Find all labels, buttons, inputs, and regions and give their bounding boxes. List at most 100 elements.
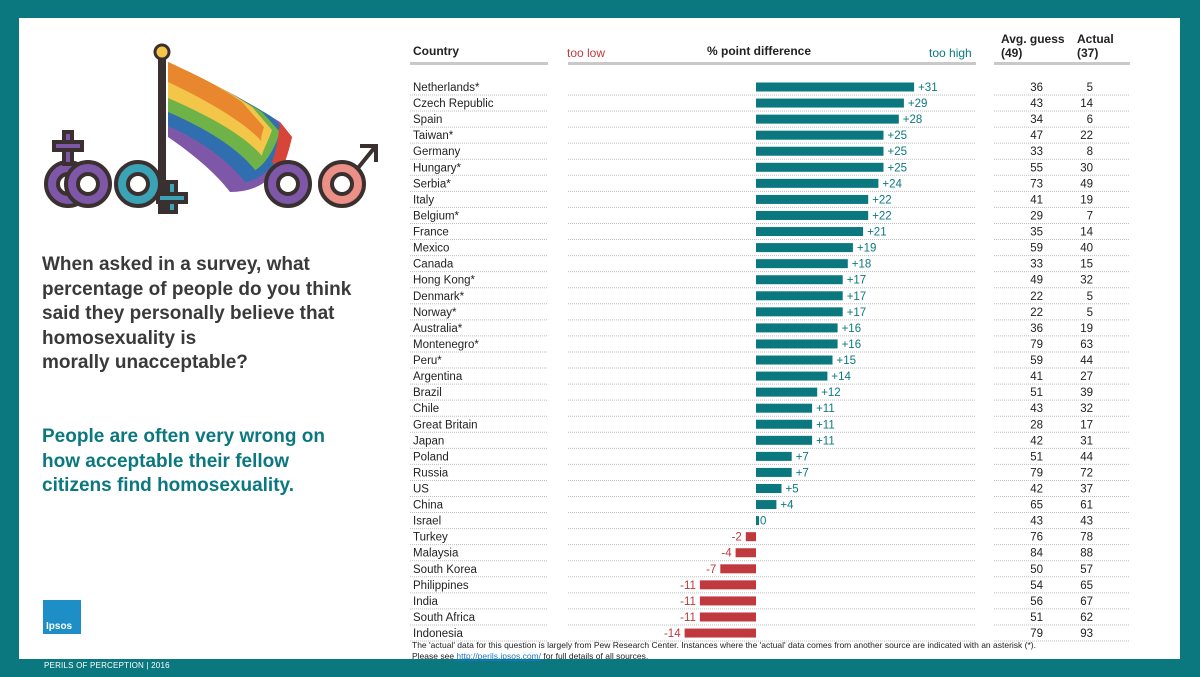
country-label: Serbia* <box>413 178 451 190</box>
difference-label: +22 <box>872 194 892 206</box>
difference-bar <box>756 291 843 301</box>
country-label: Malaysia <box>413 548 459 560</box>
country-label: Philippines <box>413 580 469 592</box>
difference-label: -14 <box>664 628 681 640</box>
header-rule-country <box>410 62 548 65</box>
difference-bar <box>756 371 828 381</box>
difference-label: -11 <box>680 580 696 592</box>
difference-bar <box>756 484 782 493</box>
actual-value: 30 <box>1080 162 1093 174</box>
ipsos-logo: Ipsos <box>43 600 81 634</box>
source-note: The 'actual' data for this question is l… <box>412 640 1036 650</box>
difference-label: +11 <box>816 419 835 431</box>
difference-label: +29 <box>908 98 928 110</box>
country-label: US <box>413 484 429 496</box>
difference-label: +11 <box>816 403 835 415</box>
difference-bar <box>756 435 813 445</box>
difference-label: -2 <box>732 532 742 544</box>
difference-label: -11 <box>680 612 696 624</box>
actual-value: 49 <box>1080 178 1093 190</box>
difference-bar <box>756 82 915 92</box>
avg-guess-value: 43 <box>1030 403 1043 415</box>
header-rule-values <box>994 62 1130 65</box>
difference-label: +14 <box>831 371 851 383</box>
avg-guess-value: 65 <box>1030 500 1043 512</box>
difference-label: +17 <box>847 291 867 303</box>
country-label: China <box>413 500 444 512</box>
header-avg-guess-n: (49) <box>1001 46 1023 60</box>
difference-bar <box>756 243 853 253</box>
country-label: Belgium* <box>413 210 460 222</box>
sources-link[interactable]: http://perils.ipsos.com/ <box>456 651 541 661</box>
difference-bar <box>735 548 756 558</box>
country-label: Argentina <box>413 371 463 383</box>
actual-value: 61 <box>1080 500 1093 512</box>
actual-value: 32 <box>1080 403 1093 415</box>
difference-bar <box>699 612 756 622</box>
avg-guess-value: 42 <box>1030 484 1043 496</box>
avg-guess-value: 73 <box>1030 178 1043 190</box>
difference-label: +18 <box>852 259 872 271</box>
country-label: Czech Republic <box>413 98 494 110</box>
avg-guess-value: 29 <box>1030 210 1043 222</box>
difference-label: -4 <box>721 548 732 560</box>
country-label: Denmark* <box>413 291 465 303</box>
difference-bar <box>756 178 879 188</box>
difference-bar <box>756 227 864 237</box>
difference-label: -11 <box>680 596 696 608</box>
actual-value: 19 <box>1080 194 1093 206</box>
country-label: Mexico <box>413 243 449 255</box>
difference-label: +16 <box>842 323 862 335</box>
avg-guess-value: 22 <box>1030 307 1043 319</box>
difference-bar <box>756 194 869 204</box>
avg-guess-value: 33 <box>1030 146 1043 158</box>
header-avg-guess: Avg. guess <box>1001 32 1065 46</box>
difference-bar <box>756 259 848 269</box>
header-actual-n: (37) <box>1077 46 1099 60</box>
avg-guess-value: 79 <box>1030 467 1043 479</box>
country-label: Canada <box>413 259 454 271</box>
country-label: South Korea <box>413 564 478 576</box>
difference-bar <box>756 451 792 461</box>
country-label: Brazil <box>413 387 442 399</box>
actual-value: 6 <box>1087 114 1093 126</box>
actual-value: 7 <box>1087 210 1093 222</box>
country-label: Chile <box>413 403 439 415</box>
difference-bar <box>756 146 884 156</box>
actual-value: 39 <box>1080 387 1093 399</box>
difference-label: +21 <box>867 227 887 239</box>
actual-value: 72 <box>1080 467 1093 479</box>
country-label: Japan <box>413 435 444 447</box>
header-rule-difference <box>568 62 976 65</box>
actual-value: 65 <box>1080 580 1093 592</box>
difference-label: +16 <box>842 339 862 351</box>
difference-bar <box>756 130 884 140</box>
difference-label: +7 <box>796 451 809 463</box>
header-difference: % point difference <box>707 44 812 58</box>
header-too-low: too low <box>567 46 606 60</box>
avg-guess-value: 22 <box>1030 291 1043 303</box>
actual-value: 43 <box>1080 516 1093 528</box>
difference-bar <box>756 403 813 413</box>
avg-guess-value: 34 <box>1030 114 1043 126</box>
avg-guess-value: 59 <box>1030 243 1043 255</box>
header-country: Country <box>413 44 459 58</box>
avg-guess-value: 36 <box>1030 82 1043 94</box>
header-too-high: too high <box>929 46 972 60</box>
difference-bar <box>684 628 756 638</box>
difference-bar <box>756 210 869 220</box>
difference-label: +22 <box>872 210 892 222</box>
actual-value: 67 <box>1080 596 1093 608</box>
actual-value: 17 <box>1080 419 1093 431</box>
avg-guess-value: 76 <box>1030 532 1043 544</box>
difference-bar <box>720 564 756 574</box>
country-label: Germany <box>413 146 461 158</box>
avg-guess-value: 35 <box>1030 227 1043 239</box>
avg-guess-value: 49 <box>1030 275 1043 287</box>
difference-bar <box>756 307 843 317</box>
actual-value: 93 <box>1080 628 1093 640</box>
actual-value: 27 <box>1080 371 1093 383</box>
avg-guess-value: 51 <box>1030 387 1043 399</box>
actual-value: 44 <box>1080 355 1093 367</box>
